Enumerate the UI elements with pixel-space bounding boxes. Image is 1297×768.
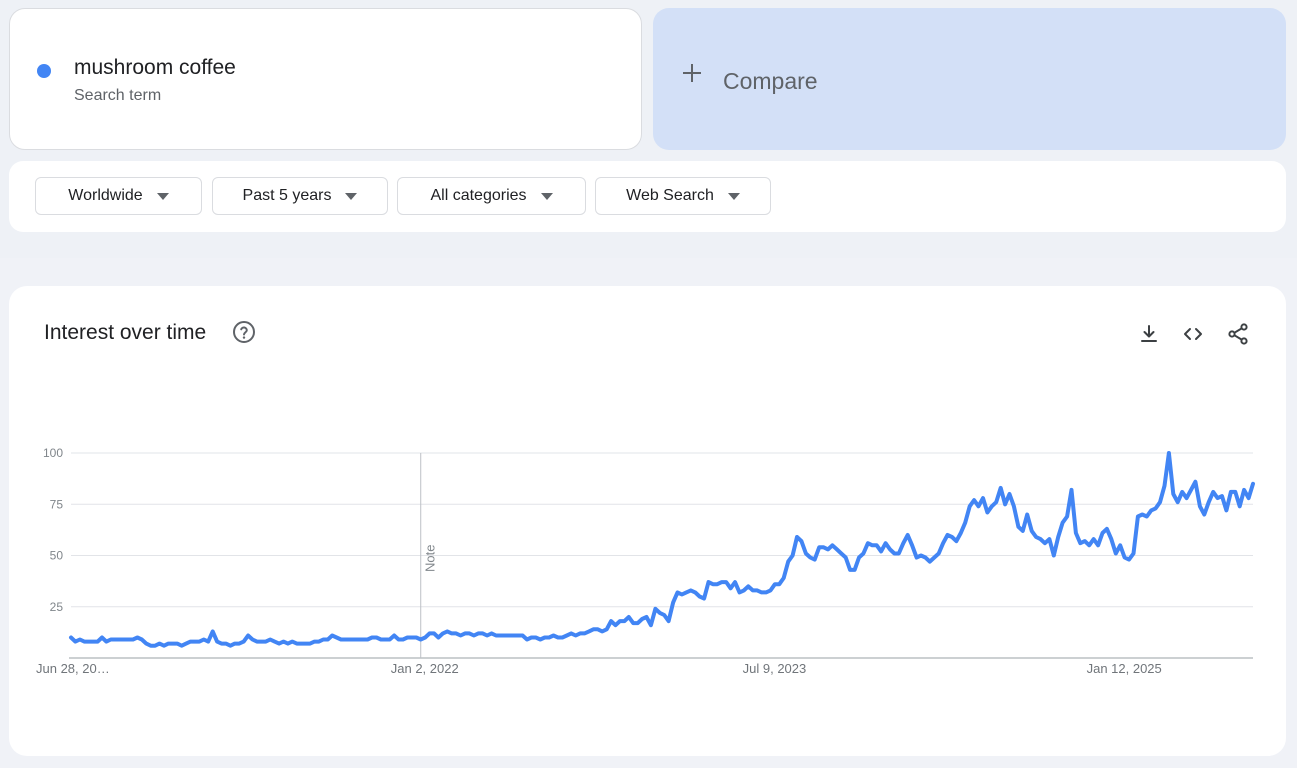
series-color-dot (37, 64, 51, 78)
search-term-card[interactable]: mushroom coffee Search term (9, 8, 642, 150)
time-range-filter-label: Past 5 years (242, 187, 332, 204)
note-label: Note (423, 545, 438, 572)
download-icon[interactable] (1137, 322, 1161, 346)
region-filter-dropdown[interactable]: Worldwide (35, 177, 202, 215)
compare-label: Compare (723, 68, 818, 94)
plus-icon (681, 62, 703, 84)
dropdown-caret-icon (540, 192, 553, 200)
filter-bar: Worldwide Past 5 years All categories We… (9, 161, 1286, 232)
y-tick-label: 50 (50, 549, 64, 563)
x-tick-label: Jan 2, 2022 (391, 661, 459, 676)
dropdown-caret-icon (727, 192, 740, 200)
help-icon[interactable] (232, 320, 256, 344)
code-icon[interactable] (1181, 322, 1205, 346)
search-type-filter-label: Web Search (626, 187, 714, 204)
search-term-subtitle: Search term (74, 87, 162, 104)
chart-title: Interest over time (44, 321, 207, 344)
compare-button[interactable]: Compare (653, 8, 1286, 150)
search-type-filter-dropdown[interactable]: Web Search (595, 177, 771, 215)
x-tick-label: Jul 9, 2023 (743, 661, 807, 676)
category-filter-dropdown[interactable]: All categories (397, 177, 586, 215)
x-tick-label: Jun 28, 20… (36, 661, 110, 676)
share-icon[interactable] (1226, 322, 1250, 346)
dropdown-caret-icon (345, 192, 358, 200)
y-tick-label: 25 (50, 600, 64, 614)
y-tick-label: 100 (43, 446, 63, 460)
x-tick-label: Jan 12, 2025 (1087, 661, 1162, 676)
time-range-filter-dropdown[interactable]: Past 5 years (212, 177, 388, 215)
dropdown-caret-icon (156, 192, 169, 200)
category-filter-label: All categories (430, 187, 527, 204)
y-tick-label: 75 (50, 497, 64, 511)
series-line-mushroom-coffee (69, 451, 1255, 648)
region-filter-label: Worldwide (68, 187, 143, 204)
search-term-name[interactable]: mushroom coffee (74, 56, 236, 79)
